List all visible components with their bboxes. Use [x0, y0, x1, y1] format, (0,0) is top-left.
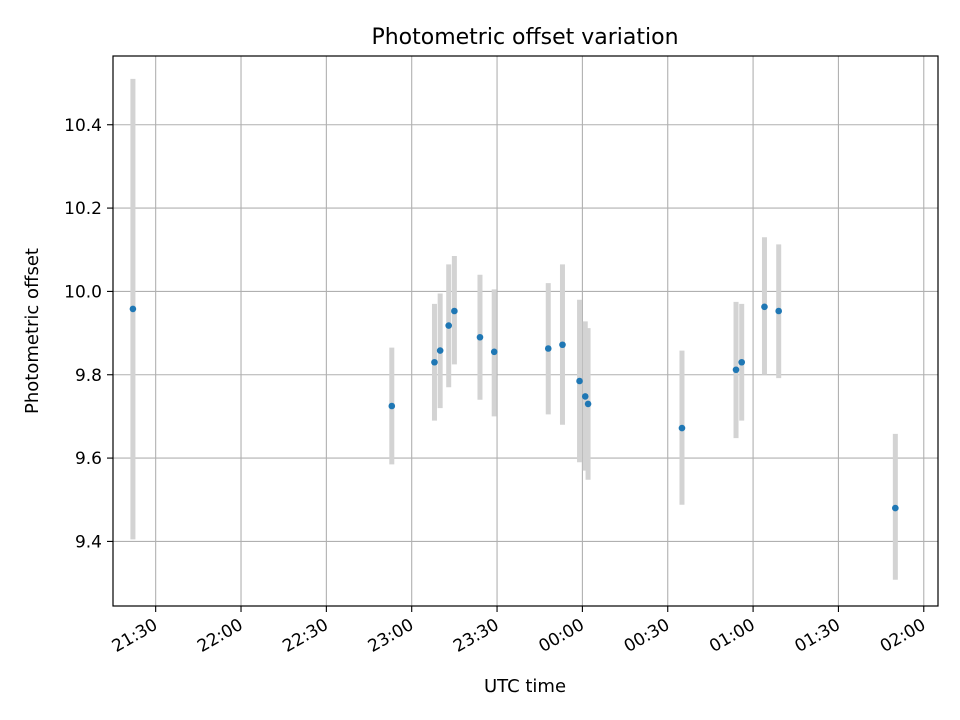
x-tick-label: 22:00 [194, 615, 246, 657]
y-tick-label: 9.4 [75, 532, 102, 552]
data-point [581, 393, 589, 400]
y-axis-ticks: 9.4 9.6 9.8 10.0 10.2 10.4 [64, 116, 113, 552]
y-tick-label: 10.4 [64, 116, 102, 136]
y-tick-label: 10.2 [64, 199, 102, 219]
data-point [476, 333, 484, 341]
data-points [129, 303, 899, 512]
x-tick-label: 00:30 [621, 615, 673, 657]
data-point [732, 366, 740, 374]
data-point [584, 400, 592, 408]
data-point [490, 348, 498, 356]
data-point [678, 424, 686, 432]
data-point [445, 322, 452, 329]
error-bars [130, 78, 898, 580]
x-tick-label: 23:30 [450, 615, 502, 657]
data-point [892, 504, 899, 512]
data-point [775, 307, 782, 315]
data-point [738, 358, 746, 366]
grid-lines [113, 56, 938, 606]
y-tick-label: 9.8 [75, 366, 102, 386]
x-axis-label: UTC time [484, 676, 566, 697]
y-tick-label: 10.0 [64, 282, 102, 302]
x-tick-label: 00:00 [535, 615, 587, 657]
data-point [436, 347, 444, 354]
data-point [544, 345, 552, 352]
x-tick-label: 23:00 [365, 615, 417, 657]
data-point [761, 303, 768, 311]
x-tick-label: 02:00 [877, 615, 929, 657]
chart-title: Photometric offset variation [371, 25, 678, 50]
data-point [559, 341, 566, 349]
data-point [431, 358, 438, 366]
x-tick-label: 01:00 [706, 615, 758, 657]
x-tick-label: 21:30 [109, 615, 161, 657]
y-axis-label: Photometric offset [22, 248, 43, 414]
x-tick-label: 22:30 [279, 615, 331, 657]
x-axis-ticks: 21:30 22:00 22:30 23:00 23:30 00:00 00:30 01:00… [109, 606, 929, 657]
data-point [129, 305, 137, 313]
plot-frame [112, 55, 939, 607]
data-point [388, 402, 396, 410]
y-tick-label: 9.6 [75, 449, 102, 469]
x-tick-label: 01:30 [791, 615, 843, 657]
data-point [451, 307, 458, 315]
data-point [576, 377, 583, 385]
